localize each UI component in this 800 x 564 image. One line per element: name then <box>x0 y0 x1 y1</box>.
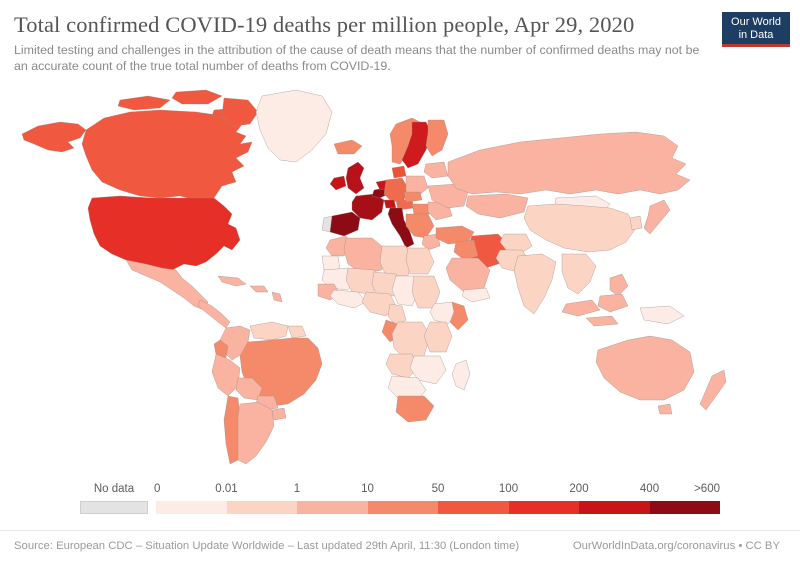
page-title: Total confirmed COVID-19 deaths per mill… <box>14 12 635 37</box>
country-tasmania[interactable] <box>658 404 672 414</box>
legend-scale: 0 0.01 1 10 50 100 200 400 >600 <box>154 483 720 527</box>
country-china[interactable] <box>524 204 636 252</box>
map-legend: No data 0 0.01 1 10 50 100 200 400 >600 <box>0 483 800 527</box>
country-ireland[interactable] <box>330 176 346 190</box>
legend-tick-2: 1 <box>293 483 301 495</box>
legend-tick-1: 0.01 <box>215 483 238 495</box>
country-iceland[interactable] <box>334 140 362 154</box>
country-argentina[interactable] <box>238 402 274 464</box>
country-new-zealand[interactable] <box>700 370 726 410</box>
legend-tick-labels: 0 0.01 1 10 50 100 200 400 >600 <box>154 483 720 498</box>
country-germany[interactable] <box>384 178 408 202</box>
legend-band-5[interactable] <box>508 501 579 514</box>
country-new-guinea[interactable] <box>640 306 684 324</box>
country-korea[interactable] <box>630 216 642 230</box>
legend-tick-3: 10 <box>361 483 374 495</box>
country-czechia[interactable] <box>404 192 422 202</box>
country-greece[interactable] <box>422 234 440 250</box>
country-chile[interactable] <box>224 396 240 464</box>
legend-band-3[interactable] <box>367 501 438 514</box>
legend-tick-8: >600 <box>694 483 720 495</box>
country-australia[interactable] <box>596 336 694 400</box>
world-choropleth-map[interactable] <box>0 78 800 478</box>
country-canada[interactable] <box>82 110 252 200</box>
country-madagascar[interactable] <box>452 360 470 390</box>
legend-band-4[interactable] <box>438 501 509 514</box>
legend-tick-0: 0 <box>154 483 161 495</box>
country-united-states[interactable] <box>88 196 240 270</box>
country-canada-arctic-2[interactable] <box>172 90 222 104</box>
country-zambia-mozambique[interactable] <box>410 356 446 384</box>
country-venezuela[interactable] <box>250 322 288 340</box>
country-kenya-tanzania[interactable] <box>424 322 452 352</box>
map-svg <box>0 78 800 478</box>
country-kazakhstan[interactable] <box>466 194 528 218</box>
country-united-kingdom[interactable] <box>346 162 364 194</box>
legend-no-data[interactable]: No data <box>80 483 148 514</box>
legend-color-bands[interactable] <box>156 501 720 514</box>
owid-logo-line2: in Data <box>738 28 774 41</box>
country-hispaniola[interactable] <box>250 286 268 292</box>
country-philippines[interactable] <box>610 274 628 296</box>
legend-band-6[interactable] <box>579 501 650 514</box>
country-cuba[interactable] <box>218 276 246 286</box>
owid-logo-line1: Our World <box>731 16 781 28</box>
country-central-america[interactable] <box>198 300 230 328</box>
country-japan[interactable] <box>644 200 670 234</box>
country-finland[interactable] <box>426 120 448 156</box>
owid-logo[interactable]: Our World in Data <box>722 12 790 47</box>
legend-no-data-label: No data <box>93 483 135 495</box>
legend-band-7[interactable] <box>649 501 720 514</box>
country-uruguay[interactable] <box>272 408 286 420</box>
legend-band-0[interactable] <box>156 501 227 514</box>
country-russia[interactable] <box>448 132 690 194</box>
country-greenland[interactable] <box>256 90 332 162</box>
country-borneo[interactable] <box>598 294 628 312</box>
country-canada-arctic-1[interactable] <box>118 96 170 110</box>
country-baffin-island[interactable] <box>222 98 258 126</box>
legend-band-2[interactable] <box>297 501 368 514</box>
country-baltics[interactable] <box>424 162 448 178</box>
country-poland[interactable] <box>406 176 428 196</box>
legend-no-data-swatch <box>80 501 148 514</box>
legend-band-1[interactable] <box>226 501 297 514</box>
country-lesser-antilles[interactable] <box>272 292 282 302</box>
legend-tick-4: 50 <box>431 483 445 495</box>
country-iraq[interactable] <box>454 240 478 260</box>
chart-footer: Source: European CDC – Situation Update … <box>0 530 800 553</box>
attribution-note[interactable]: OurWorldInData.org/coronavirus • CC BY <box>572 540 780 552</box>
legend-tick-6: 200 <box>569 483 589 495</box>
country-yemen[interactable] <box>462 288 490 302</box>
country-sudan[interactable] <box>412 276 440 308</box>
country-indonesia-java[interactable] <box>586 316 618 326</box>
legend-tick-5: 100 <box>498 483 519 495</box>
map-countries <box>22 90 726 464</box>
legend-tick-7: 400 <box>639 483 660 495</box>
chart-subtitle: Limited testing and challenges in the at… <box>14 43 700 73</box>
source-note: Source: European CDC – Situation Update … <box>14 540 520 552</box>
country-denmark[interactable] <box>392 166 406 178</box>
country-western-sahara[interactable] <box>322 256 340 270</box>
country-italy[interactable] <box>388 208 414 248</box>
chart-header: Total confirmed COVID-19 deaths per mill… <box>0 0 800 74</box>
country-india[interactable] <box>514 254 556 314</box>
country-hungary[interactable] <box>412 204 430 214</box>
country-guyanas[interactable] <box>288 326 306 338</box>
country-south-africa[interactable] <box>396 396 434 422</box>
country-indonesia-sumatra[interactable] <box>562 300 600 316</box>
country-nigeria[interactable] <box>362 292 396 316</box>
country-alaska[interactable] <box>22 122 86 152</box>
country-switzerland[interactable] <box>384 200 396 208</box>
country-southeast-asia[interactable] <box>562 254 596 294</box>
country-egypt[interactable] <box>406 248 434 274</box>
country-portugal[interactable] <box>322 216 332 232</box>
country-peru[interactable] <box>212 354 240 396</box>
country-somalia[interactable] <box>450 302 468 330</box>
country-westafrica-coast[interactable] <box>330 290 366 308</box>
